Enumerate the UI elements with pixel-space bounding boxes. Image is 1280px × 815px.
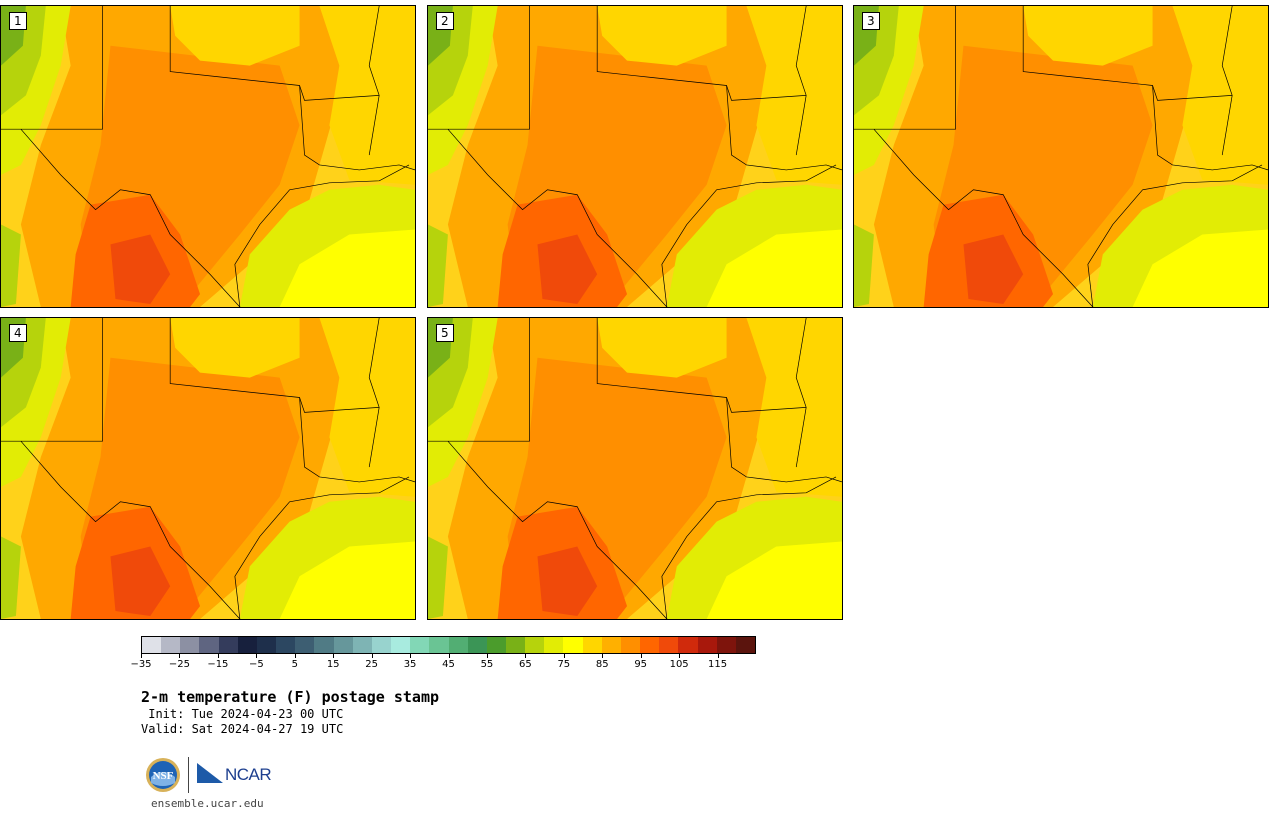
colorbar-tick-label: 55 xyxy=(480,659,494,670)
colorbar-tick-label: 15 xyxy=(326,659,340,670)
panel-label: 4 xyxy=(9,324,27,342)
colorbar-tick-label: 65 xyxy=(519,659,532,670)
colorbar-swatch xyxy=(429,637,449,653)
colorbar-tick-label: −25 xyxy=(168,659,190,670)
colorbar-tick-mark xyxy=(448,654,450,658)
colorbar-swatch xyxy=(735,637,755,653)
colorbar-swatch xyxy=(161,637,181,653)
colorbar-swatch xyxy=(697,637,717,653)
colorbar-swatch xyxy=(716,637,736,653)
svg-text:NSF: NSF xyxy=(153,770,174,782)
temperature-map xyxy=(1,6,415,307)
valid-time: Valid: Sat 2024-04-27 19 UTC xyxy=(141,722,344,736)
colorbar-tick-mark xyxy=(717,654,719,658)
colorbar-ticks: −35 −25 −15 −5 5 15 25 35 45 55 65 75 85 95 105 115 xyxy=(130,654,756,674)
ensemble-member-map-5: 5 xyxy=(427,317,843,620)
colorbar-tick-label: 115 xyxy=(708,659,728,670)
temperature-colorbar xyxy=(141,636,756,654)
colorbar-tick-label: −15 xyxy=(207,659,229,670)
colorbar-swatch xyxy=(237,637,257,653)
colorbar-tick-mark xyxy=(141,654,142,658)
colorbar-swatch xyxy=(256,637,277,653)
colorbar-swatch xyxy=(314,637,334,653)
colorbar-swatch xyxy=(295,637,315,653)
panel-label: 1 xyxy=(9,12,27,30)
colorbar-swatch xyxy=(448,637,468,653)
colorbar-swatch xyxy=(601,637,621,653)
colorbar-tick-mark xyxy=(217,654,219,658)
nsf-logo-icon: NSF xyxy=(146,758,180,792)
colorbar-tick-mark xyxy=(179,654,181,658)
temperature-map xyxy=(428,6,842,307)
colorbar-swatch xyxy=(678,637,698,653)
colorbar-tick-mark xyxy=(294,654,296,658)
colorbar-swatch xyxy=(391,637,411,653)
colorbar-tick-mark xyxy=(256,654,258,658)
colorbar-tick-label: 105 xyxy=(669,659,689,670)
temperature-map xyxy=(1,318,415,619)
colorbar-tick-mark xyxy=(602,654,604,658)
colorbar-tick-label: 45 xyxy=(442,659,455,670)
init-time: Init: Tue 2024-04-23 00 UTC xyxy=(141,707,344,721)
logo-bar: NSF NCAR xyxy=(143,755,283,795)
colorbar-swatch xyxy=(199,637,219,653)
colorbar-swatch xyxy=(505,637,526,653)
colorbar-tick-mark xyxy=(679,654,681,658)
panel-label: 3 xyxy=(862,12,880,30)
colorbar-swatch xyxy=(640,637,660,653)
colorbar-tick-label: 75 xyxy=(557,659,571,670)
ensemble-member-map-3: 3 xyxy=(853,5,1269,308)
temperature-map xyxy=(428,318,842,619)
colorbar-tick-mark xyxy=(371,654,373,658)
panel-label: 2 xyxy=(436,12,454,30)
colorbar-tick-mark xyxy=(486,654,488,658)
ensemble-member-map-4: 4 xyxy=(0,317,416,620)
colorbar-swatch xyxy=(180,637,200,653)
temperature-map xyxy=(854,6,1268,307)
colorbar-swatch xyxy=(659,637,679,653)
colorbar-swatch xyxy=(525,637,545,653)
colorbar-swatch xyxy=(410,637,430,653)
colorbar-tick-mark xyxy=(333,654,335,658)
colorbar-tick-label: 25 xyxy=(365,659,378,670)
ncar-logo-icon xyxy=(197,763,224,783)
colorbar-swatch xyxy=(142,637,162,653)
colorbar-tick-mark xyxy=(640,654,642,658)
colorbar-tick-label: 5 xyxy=(291,659,298,670)
ensemble-member-map-2: 2 xyxy=(427,5,843,308)
colorbar-tick-label: −35 xyxy=(130,659,152,670)
colorbar-swatch xyxy=(582,637,602,653)
colorbar-swatch xyxy=(218,637,238,653)
colorbar-swatch xyxy=(371,637,392,653)
site-url: ensemble.ucar.edu xyxy=(151,797,264,810)
plot-title: 2-m temperature (F) postage stamp xyxy=(141,688,440,706)
colorbar-swatch xyxy=(333,637,353,653)
colorbar-swatch xyxy=(467,637,487,653)
colorbar-tick-label: 95 xyxy=(634,659,648,670)
ncar-logo-text: NCAR xyxy=(225,765,272,784)
colorbar-swatch xyxy=(620,637,641,653)
logo-divider xyxy=(188,757,189,793)
colorbar-tick-label: 85 xyxy=(595,659,609,670)
ensemble-member-map-1: 1 xyxy=(0,5,416,308)
colorbar-tick-mark xyxy=(525,654,527,658)
colorbar-swatch xyxy=(544,637,564,653)
colorbar-tick-mark xyxy=(563,654,565,658)
colorbar-tick-label: 35 xyxy=(403,659,417,670)
colorbar-swatch xyxy=(563,637,583,653)
colorbar-tick-mark xyxy=(410,654,412,658)
panel-label: 5 xyxy=(436,324,454,342)
colorbar-swatch xyxy=(276,637,296,653)
colorbar-swatch xyxy=(352,637,372,653)
colorbar-swatch xyxy=(486,637,506,653)
colorbar-tick-label: −5 xyxy=(248,659,264,670)
